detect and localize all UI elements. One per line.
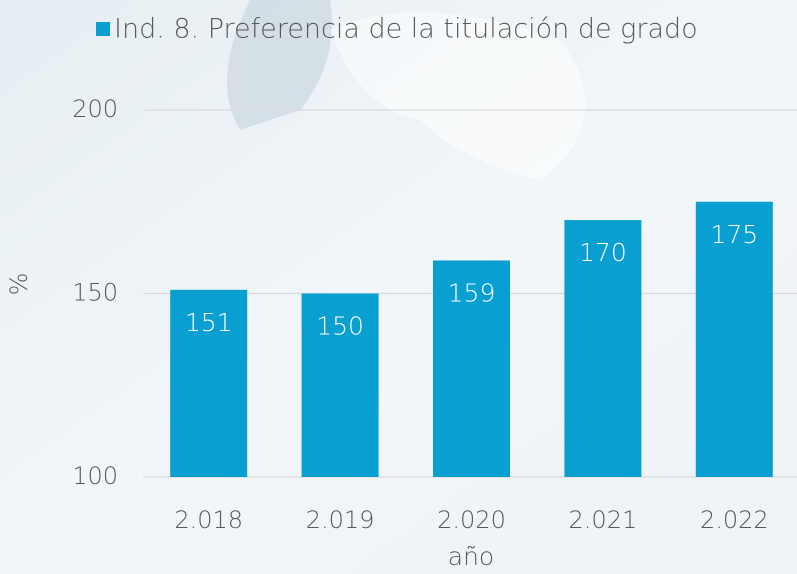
y-tick-label: 200 [72, 95, 118, 123]
bar [432, 260, 511, 477]
y-axis-label: % [5, 273, 33, 296]
data-label: 170 [579, 238, 627, 267]
bar [301, 293, 379, 477]
x-axis-label: año [448, 542, 494, 571]
x-tick-label: 2.021 [569, 506, 638, 534]
background-puzzle [330, 12, 586, 180]
y-tick-label: 100 [72, 462, 118, 490]
y-tick-label: 150 [72, 279, 118, 307]
legend-label: Ind. 8. Preferencia de la titulación de … [114, 14, 698, 45]
background-puzzle [227, 0, 332, 130]
bar [564, 220, 642, 477]
data-label: 150 [316, 312, 364, 341]
data-label: 175 [710, 220, 758, 249]
x-tick-label: 2.018 [174, 506, 243, 534]
x-tick-label: 2.020 [437, 506, 506, 534]
data-label: 159 [448, 278, 496, 307]
legend-swatch [96, 22, 110, 36]
data-label: 151 [185, 308, 233, 337]
bar [695, 201, 773, 477]
x-tick-label: 2.019 [306, 506, 375, 534]
bar [170, 289, 248, 477]
x-tick-label: 2.022 [700, 506, 769, 534]
